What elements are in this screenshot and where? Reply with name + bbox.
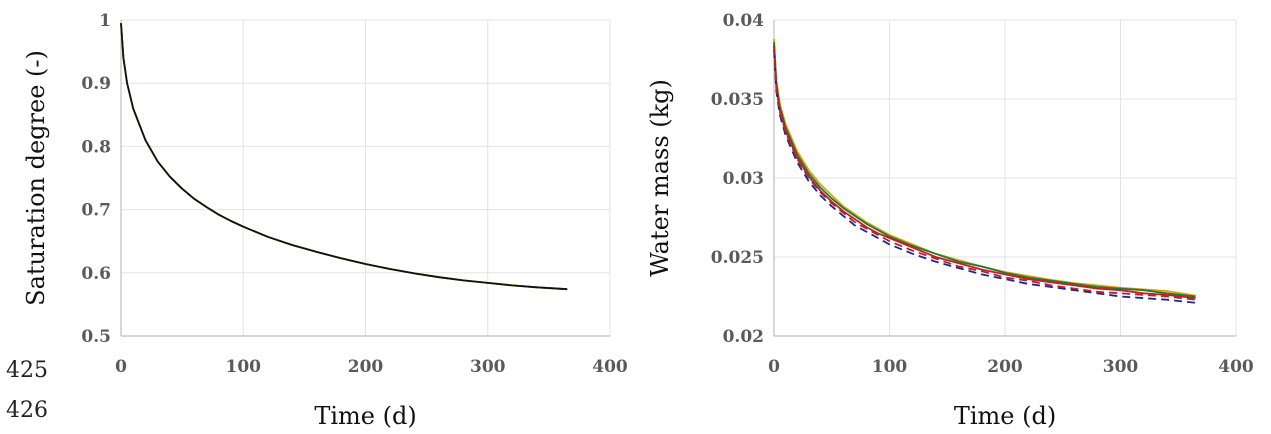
y-tick-label: 0.8 [81, 137, 111, 157]
y-tick-label: 0.9 [81, 74, 111, 94]
series-line [773, 45, 1196, 299]
series-line [120, 23, 568, 291]
series-line [773, 42, 1196, 298]
x-axis-label: Time (d) [954, 402, 1056, 430]
series-line [120, 23, 568, 291]
y-tick-label: 0.02 [723, 327, 764, 347]
y-tick-label: 0.04 [723, 11, 765, 31]
y-tick-label: 0.6 [81, 264, 111, 284]
x-tick-label: 400 [592, 357, 628, 377]
x-tick-label: 300 [1103, 357, 1139, 377]
y-tick-label: 0.7 [81, 201, 111, 221]
series-line [773, 38, 1196, 297]
x-tick-label: 400 [1218, 357, 1254, 377]
water-mass-chart: 0 100 200 300 400 0.02 0.025 0.03 0.035 0.04 Time … [646, 11, 1254, 430]
x-tick-label: 100 [872, 357, 908, 377]
y-tick-label: 0.035 [711, 90, 764, 110]
y-axis-label: Water mass (kg) [646, 79, 674, 277]
x-tick-label: 200 [348, 357, 384, 377]
x-tick-label: 0 [115, 357, 127, 377]
y-tick-label: 1 [99, 11, 111, 31]
series-line [120, 23, 568, 291]
y-axis-label: Saturation degree (-) [22, 50, 50, 306]
series-line [773, 49, 1196, 304]
y-tick-label: 0.03 [723, 169, 764, 189]
x-tick-label: 200 [987, 357, 1023, 377]
line-number-425: 425 [6, 358, 48, 383]
series-line [773, 46, 1196, 301]
y-tick-label: 0.5 [81, 327, 111, 347]
y-tick-label: 0.025 [711, 248, 764, 268]
line-number-426: 426 [6, 398, 48, 423]
x-tick-label: 0 [768, 357, 780, 377]
x-tick-label: 300 [470, 357, 506, 377]
x-axis-label: Time (d) [314, 402, 416, 430]
saturation-chart: 0 100 200 300 400 0.5 0.6 0.7 0.8 0.9 1 Time (d) Sat… [22, 11, 628, 430]
x-tick-label: 100 [226, 357, 262, 377]
